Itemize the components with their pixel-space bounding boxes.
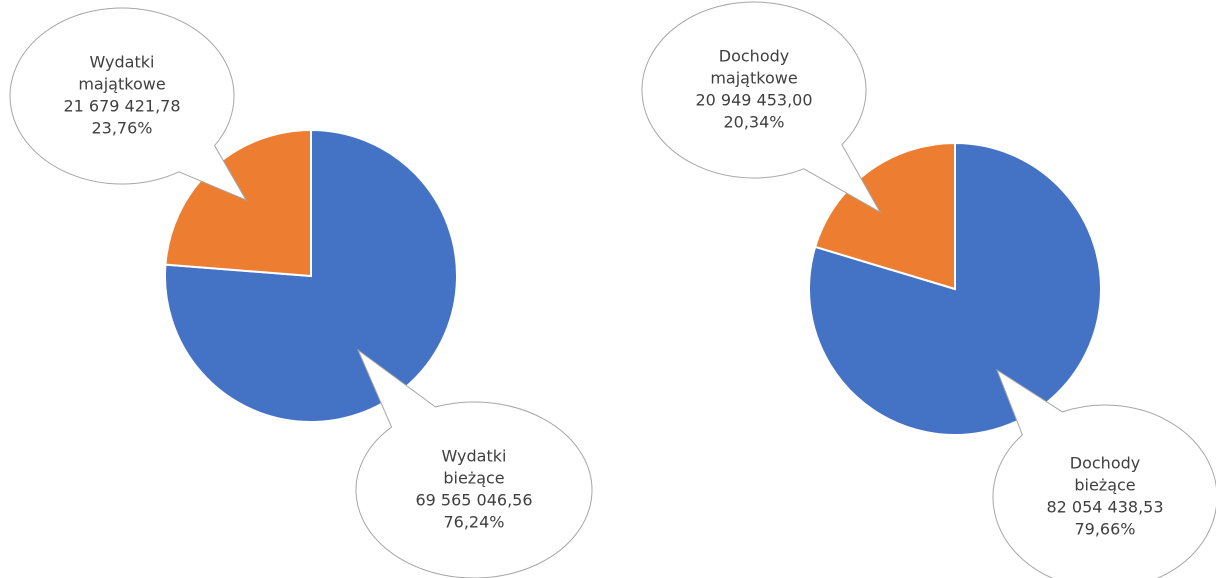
category-label: Dochody bieżące [1070, 454, 1140, 495]
value-label: 69 565 046,56 [415, 491, 532, 510]
category-label-line: Wydatki [90, 53, 155, 72]
value-label: 21 679 421,78 [63, 97, 180, 116]
callout-bubble [641, 1, 882, 214]
percent-label: 76,24% [443, 513, 504, 532]
value-label: 82 054 438,53 [1046, 498, 1163, 517]
value-label: 20 949 453,00 [695, 91, 812, 110]
category-label-line: Dochody [1070, 454, 1140, 473]
callout-bubble [355, 348, 593, 578]
category-label-line: majątkowe [710, 69, 797, 88]
category-label-line: bieżące [1074, 476, 1135, 495]
percent-label: 20,34% [723, 113, 784, 132]
category-label: Wydatki bieżące [442, 447, 507, 488]
category-label: Wydatki majątkowe [78, 53, 165, 94]
percent-label: 79,66% [1074, 520, 1135, 539]
category-label-line: Dochody [719, 47, 789, 66]
category-label-line: Wydatki [442, 447, 507, 466]
callout-bubble [9, 7, 248, 202]
category-label-line: bieżące [443, 469, 504, 488]
category-label: Dochody majątkowe [710, 47, 797, 88]
category-label-line: majątkowe [78, 75, 165, 94]
callout-bubble [992, 368, 1216, 578]
pie-slice [813, 141, 956, 291]
percent-label: 23,76% [91, 119, 152, 138]
